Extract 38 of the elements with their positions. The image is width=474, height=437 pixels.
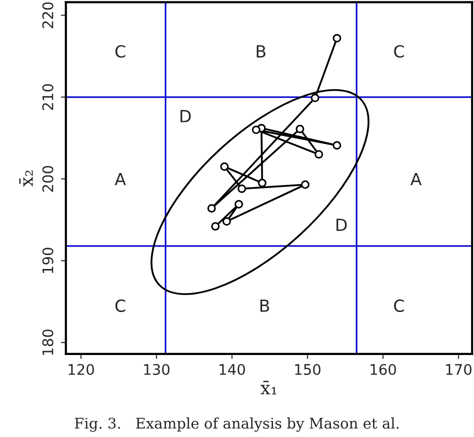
point <box>220 162 229 171</box>
point <box>258 178 266 188</box>
point <box>314 150 324 159</box>
point <box>310 94 320 102</box>
point <box>234 200 244 208</box>
y-axis-title: x̄₂ <box>19 170 33 187</box>
y-tick-label: 180 <box>42 330 54 355</box>
point <box>207 204 216 213</box>
x-tick-label: 140 <box>220 364 245 375</box>
annotation: D <box>336 218 347 231</box>
annotation: D <box>180 110 191 122</box>
annotation: A <box>410 172 422 186</box>
x-tick-label: 160 <box>370 364 396 375</box>
annotation: B <box>256 45 266 58</box>
point <box>301 180 310 189</box>
x-tick-label: 150 <box>295 364 320 375</box>
point <box>296 124 304 134</box>
y-tick-label: 190 <box>42 248 54 274</box>
y-tick-label: 210 <box>42 84 54 110</box>
point <box>211 222 220 231</box>
x-tick-label: 170 <box>446 364 472 375</box>
point <box>332 34 342 42</box>
point <box>222 217 231 226</box>
x-tick-label: 130 <box>144 364 170 375</box>
x-axis-title: x̄₁ <box>260 380 276 394</box>
annotation: C <box>394 45 404 58</box>
point <box>238 184 246 193</box>
annotation: C <box>115 299 126 312</box>
point <box>252 126 260 134</box>
caption: Fig. 3. Example of analysis by Mason et al. <box>74 417 399 432</box>
point <box>332 141 342 150</box>
annotation: C <box>115 45 126 58</box>
annotation: B <box>260 300 270 312</box>
annotation: A <box>114 172 126 186</box>
annotation: C <box>394 299 404 312</box>
x-tick-label: 120 <box>68 364 94 375</box>
y-tick-label: 220 <box>42 2 54 28</box>
y-tick-label: 200 <box>42 166 54 192</box>
